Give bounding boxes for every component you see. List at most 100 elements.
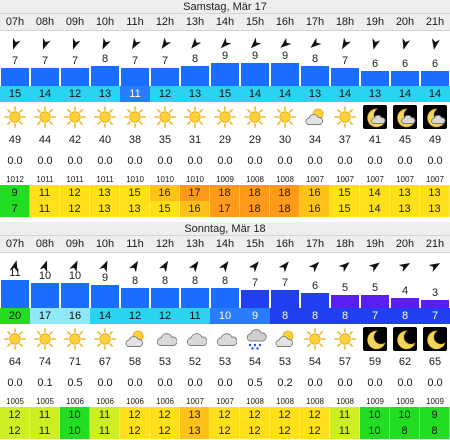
pressure-value: 1010	[156, 175, 174, 184]
temperature-max-cell: 12	[240, 407, 270, 423]
temperature-min-cell: 15	[150, 201, 180, 217]
humidity-value: 49	[428, 134, 442, 146]
pressure-value: 1007	[306, 175, 324, 184]
wind-speed-value: 7	[251, 277, 259, 289]
humidity-value: 30	[278, 134, 292, 146]
temperature-value: 14	[420, 86, 450, 102]
sun-icon	[30, 102, 60, 132]
wind-speed: 7	[60, 56, 90, 86]
wind-speed-value: 5	[341, 282, 349, 294]
precipitation-value: 0.2	[277, 377, 293, 389]
humidity-value: 67	[98, 356, 112, 368]
temperature-value: 7	[420, 308, 450, 324]
temperature-max-cell: 12	[270, 407, 300, 423]
wind-speed: 6	[390, 57, 420, 86]
wind-direction-arrow-icon	[420, 253, 450, 279]
wind-speed-value: 8	[191, 53, 199, 65]
wind-speed-value: 6	[401, 58, 409, 70]
wind-direction-arrow-icon	[390, 31, 420, 57]
wind-direction-arrow-icon	[330, 31, 360, 57]
temperature-max-cell: 16	[300, 185, 330, 201]
hour-label: 19h	[360, 236, 390, 253]
hour-label: 09h	[60, 14, 90, 31]
temperature-min-cell: 12	[0, 423, 30, 439]
wind-speed-value: 8	[101, 53, 109, 65]
wind-speed-value: 8	[311, 53, 319, 65]
wind-speed-bar	[301, 66, 329, 86]
wind-speed-bar	[331, 68, 359, 86]
wind-direction-arrow-icon	[390, 253, 420, 279]
wind-speed-bar	[121, 288, 149, 308]
wind-speed-value: 7	[161, 55, 169, 67]
wind-speed: 5	[330, 279, 360, 308]
wind-speed: 9	[270, 51, 300, 86]
moon-cloud-icon	[360, 102, 390, 132]
humidity-value: 65	[428, 356, 442, 368]
hour-label: 20h	[390, 236, 420, 253]
hour-label: 12h	[150, 236, 180, 253]
day-title: Sonntag, Mär 18	[184, 223, 266, 235]
humidity-value: 38	[128, 134, 142, 146]
temperature-min-cell: 13	[420, 201, 450, 217]
sun-icon	[0, 102, 30, 132]
wind-speed-bar	[31, 283, 59, 308]
wind-speed: 7	[240, 277, 270, 308]
temperature-min-cell: 13	[90, 201, 120, 217]
humidity-value: 40	[98, 134, 112, 146]
hour-label: 16h	[270, 14, 300, 31]
moon-cloud-icon	[420, 102, 450, 132]
wind-speed-bar	[61, 68, 89, 86]
temperature-min-cell: 11	[30, 201, 60, 217]
temperature-value: 15	[0, 86, 30, 102]
precipitation-value: 0.5	[67, 377, 83, 389]
pressure-value: 1009	[396, 397, 414, 406]
wind-speed: 4	[390, 279, 420, 308]
temperature-value: 14	[30, 86, 60, 102]
wind-speed-bar	[421, 300, 449, 308]
wind-speed-value: 7	[41, 55, 49, 67]
humidity-value: 71	[68, 356, 82, 368]
wind-speed-bar	[211, 288, 239, 308]
wind-speed-bar	[1, 280, 29, 308]
precipitation-value: 0.0	[337, 377, 353, 389]
temperature-value: 14	[270, 86, 300, 102]
wind-speed-bar	[361, 295, 389, 308]
temperature-max-cell: 11	[30, 185, 60, 201]
temperature-value: 17	[30, 308, 60, 324]
wind-speed-value: 9	[281, 50, 289, 62]
humidity-value: 42	[68, 134, 82, 146]
temperature-min-cell: 18	[240, 201, 270, 217]
temperature-max-cell: 12	[60, 185, 90, 201]
wind-speed: 7	[150, 55, 180, 86]
cloud-icon	[210, 324, 240, 354]
humidity-value: 29	[248, 134, 262, 146]
wind-speed: 9	[210, 51, 240, 86]
wind-direction-arrow-icon	[90, 31, 120, 57]
day-header	[0, 0, 450, 14]
hour-label: 10h	[90, 14, 120, 31]
precipitation-value: 0.0	[127, 377, 143, 389]
temperature-min-cell: 11	[90, 423, 120, 439]
hour-label: 15h	[240, 14, 270, 31]
rain-cloud-icon	[240, 324, 270, 354]
temperature-max-cell: 16	[150, 185, 180, 201]
temperature-max-cell: 13	[390, 185, 420, 201]
wind-direction-arrow-icon	[210, 31, 240, 57]
wind-speed: 8	[210, 276, 240, 308]
humidity-value: 53	[278, 356, 292, 368]
forecast-day-sunday: Sonntag, Mär 18 07h 11 20 64 0.0 1005 12 12 08h 1…	[0, 222, 450, 439]
wind-speed-bar	[91, 285, 119, 308]
temperature-min-cell: 17	[210, 201, 240, 217]
precipitation-value: 0.5	[247, 377, 263, 389]
hour-label: 20h	[390, 14, 420, 31]
forecast-day-saturday: Samstag, Mär 17 07h 7 15 49 0.0 1012 9 7 08h 7 14 4…	[0, 0, 450, 217]
humidity-value: 54	[248, 356, 262, 368]
wind-speed: 11	[0, 268, 30, 308]
temperature-value: 11	[120, 86, 150, 102]
wind-speed-bar	[241, 290, 269, 308]
temperature-value: 14	[90, 308, 120, 324]
temperature-value: 12	[120, 308, 150, 324]
temperature-max-cell: 12	[150, 407, 180, 423]
temperature-max-cell: 12	[0, 407, 30, 423]
wind-direction-arrow-icon	[210, 253, 240, 279]
